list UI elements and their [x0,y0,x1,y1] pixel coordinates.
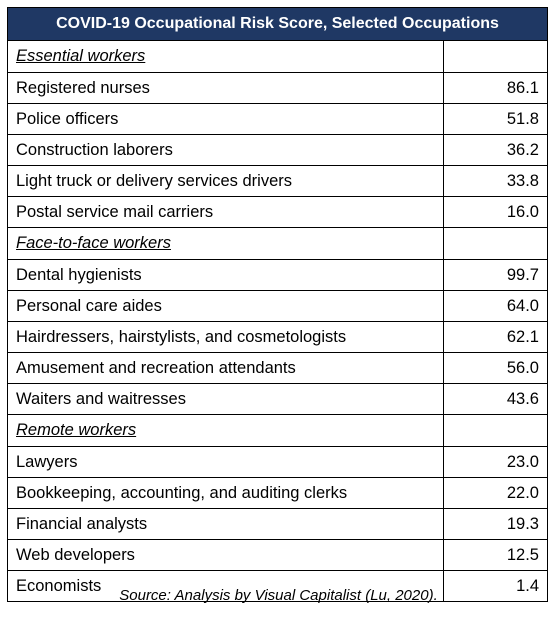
risk-score-table: COVID-19 Occupational Risk Score, Select… [7,7,548,602]
section-header-face-to-face-workers: Face-to-face workers [7,227,548,260]
score-cell: 99.7 [443,259,548,291]
section-heading-text: Essential workers [16,47,146,65]
table-row: Bookkeeping, accounting, and auditing cl… [7,477,548,509]
table-row: Personal care aides 64.0 [7,290,548,322]
score-cell: 86.1 [443,72,548,104]
section-heading-text: Face-to-face workers [16,234,171,252]
occupation-cell: Financial analysts [7,508,444,540]
table-row: Police officers 51.8 [7,103,548,135]
table-row: Lawyers 23.0 [7,446,548,478]
table-row: Construction laborers 36.2 [7,134,548,166]
occupation-cell: Construction laborers [7,134,444,166]
occupation-cell: Amusement and recreation attendants [7,352,444,384]
occupation-cell: Dental hygienists [7,259,444,291]
section-header-essential-workers: Essential workers [7,40,548,73]
table-row: Economists 1.4 [7,570,548,602]
section-heading-text: Remote workers [16,421,137,439]
table-row: Light truck or delivery services drivers… [7,165,548,197]
occupation-cell: Postal service mail carriers [7,196,444,228]
occupation-cell: Registered nurses [7,72,444,104]
occupation-cell: Economists [7,570,444,602]
section-heading-value-cell [443,227,548,260]
section-heading: Face-to-face workers [7,227,444,260]
table-title: COVID-19 Occupational Risk Score, Select… [7,7,548,41]
score-cell: 33.8 [443,165,548,197]
score-cell: 22.0 [443,477,548,509]
occupation-cell: Light truck or delivery services drivers [7,165,444,197]
occupation-cell: Personal care aides [7,290,444,322]
occupation-cell: Lawyers [7,446,444,478]
source-note: Source: Analysis by Visual Capitalist (L… [119,587,438,604]
table-row: Amusement and recreation attendants 56.0 [7,352,548,384]
score-cell: 1.4 [443,570,548,602]
table-row: Registered nurses 86.1 [7,72,548,104]
score-cell: 43.6 [443,383,548,415]
table-row: Waiters and waitresses 43.6 [7,383,548,415]
table-row: Postal service mail carriers 16.0 [7,196,548,228]
score-cell: 36.2 [443,134,548,166]
section-heading: Remote workers [7,414,444,447]
score-cell: 16.0 [443,196,548,228]
table-row: Dental hygienists 99.7 [7,259,548,291]
score-cell: 19.3 [443,508,548,540]
occupation-cell: Waiters and waitresses [7,383,444,415]
table-row: Financial analysts 19.3 [7,508,548,540]
section-heading: Essential workers [7,40,444,73]
occupation-cell: Web developers [7,539,444,571]
section-heading-value-cell [443,414,548,447]
table-row: Web developers 12.5 [7,539,548,571]
risk-score-table-container: COVID-19 Occupational Risk Score, Select… [7,7,548,602]
occupation-cell: Police officers [7,103,444,135]
score-cell: 62.1 [443,321,548,353]
score-cell: 56.0 [443,352,548,384]
section-heading-value-cell [443,40,548,73]
table-row: Hairdressers, hairstylists, and cosmetol… [7,321,548,353]
occupation-cell: Hairdressers, hairstylists, and cosmetol… [7,321,444,353]
section-header-remote-workers: Remote workers [7,414,548,447]
score-cell: 51.8 [443,103,548,135]
score-cell: 12.5 [443,539,548,571]
occupation-cell: Bookkeeping, accounting, and auditing cl… [7,477,444,509]
table-title-row: COVID-19 Occupational Risk Score, Select… [7,7,548,41]
score-cell: 23.0 [443,446,548,478]
score-cell: 64.0 [443,290,548,322]
